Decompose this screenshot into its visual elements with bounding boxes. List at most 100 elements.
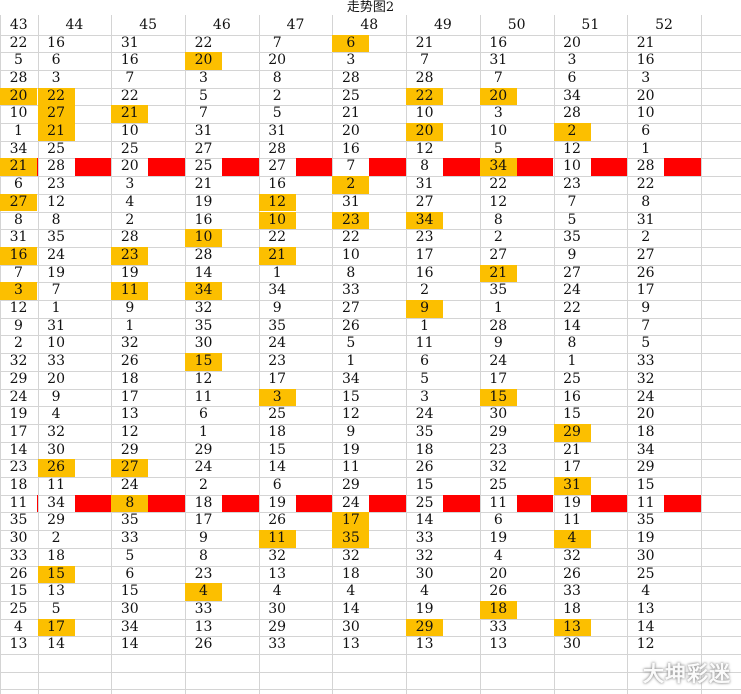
number-cell: 17 [37, 618, 75, 637]
number-cell: 31 [47, 317, 65, 334]
number-cell: 3 [51, 69, 61, 86]
separator-bar [664, 158, 701, 177]
number-cell: 19 [415, 600, 434, 617]
number-cell: 28 [47, 158, 65, 175]
number-cell: 20 [120, 158, 139, 175]
grid-line-horizontal [0, 423, 741, 425]
number-cell: 9 [272, 300, 282, 316]
number-cell: 27 [268, 158, 287, 175]
number-cell: 24 [489, 353, 508, 370]
number-cell: 16 [120, 52, 139, 69]
number-cell: 24 [268, 335, 287, 352]
number-cell: 3 [258, 388, 296, 407]
number-cell: 12 [489, 193, 508, 210]
column-header-46: 46 [212, 17, 231, 33]
number-cell: 1 [567, 353, 577, 370]
number-cell: 14 [47, 636, 65, 653]
number-cell: 17 [636, 282, 655, 299]
number-cell: 2 [641, 229, 651, 246]
number-cell: 12 [9, 300, 28, 316]
number-cell: 34 [479, 158, 517, 177]
number-cell: 4 [493, 547, 503, 564]
number-cell: 21 [479, 264, 517, 283]
separator-bar [443, 494, 480, 513]
number-cell: 13 [120, 406, 139, 423]
number-cell: 7 [14, 264, 23, 281]
number-cell: 15 [120, 583, 139, 600]
number-cell: 33 [194, 600, 213, 617]
number-cell: 16 [0, 246, 37, 265]
number-cell: 21 [341, 105, 360, 122]
number-cell: 15 [268, 441, 287, 458]
number-cell: 14 [120, 636, 139, 653]
number-cell: 3 [493, 105, 503, 122]
grid-line-horizontal [0, 547, 741, 549]
number-cell: 33 [636, 353, 655, 370]
number-cell: 5 [567, 211, 577, 228]
number-cell: 35 [563, 229, 581, 246]
number-cell: 4 [346, 583, 356, 600]
column-header-45: 45 [139, 17, 158, 33]
number-cell: 3 [346, 52, 356, 69]
number-cell: 35 [636, 512, 655, 529]
number-cell: 2 [332, 176, 370, 194]
number-cell: 34 [341, 370, 360, 387]
number-cell: 12 [415, 140, 434, 157]
number-cell: 12 [47, 193, 65, 210]
number-cell: 29 [47, 512, 65, 529]
number-cell: 15 [563, 406, 581, 423]
number-cell: 31 [341, 193, 360, 210]
number-cell: 26 [489, 583, 508, 600]
number-cell: 18 [120, 370, 139, 387]
number-cell: 9 [51, 388, 61, 405]
number-cell: 31 [268, 123, 287, 139]
number-cell: 32 [268, 547, 287, 564]
number-cell: 23 [489, 441, 508, 458]
number-cell: 5 [346, 335, 356, 352]
number-cell: 7 [199, 105, 208, 122]
number-cell: 1 [51, 300, 61, 316]
number-cell: 26 [341, 317, 360, 334]
separator-bar [148, 158, 185, 177]
grid-line-horizontal [0, 87, 741, 89]
number-cell: 31 [489, 52, 508, 69]
number-cell: 26 [9, 565, 28, 582]
grid-line-horizontal [0, 477, 741, 478]
number-cell: 25 [636, 565, 655, 582]
number-cell: 13 [9, 636, 28, 653]
number-cell: 6 [641, 123, 651, 139]
number-cell: 33 [120, 530, 139, 547]
number-cell: 9 [567, 246, 577, 263]
number-cell: 12 [194, 370, 213, 387]
grid-line-vertical [111, 15, 113, 694]
grid-line-horizontal [0, 300, 741, 301]
number-cell: 25 [194, 158, 213, 175]
grid-line-horizontal [0, 264, 741, 266]
number-cell: 32 [415, 547, 434, 564]
number-cell: 28 [268, 140, 287, 157]
number-cell: 26 [563, 565, 581, 582]
number-cell: 11 [563, 512, 581, 529]
separator-bar [516, 494, 554, 513]
number-cell: 22 [636, 176, 655, 193]
number-cell: 2 [199, 477, 208, 493]
number-cell: 16 [194, 211, 213, 228]
number-cell: 3 [125, 176, 135, 193]
number-cell: 22 [120, 87, 139, 104]
number-cell: 3 [641, 69, 651, 86]
grid-line-horizontal [0, 229, 741, 231]
number-cell: 19 [120, 264, 139, 281]
grid-line-horizontal [0, 388, 741, 390]
number-cell: 23 [415, 229, 434, 246]
number-cell: 33 [9, 547, 28, 564]
number-cell: 14 [415, 512, 434, 529]
number-cell: 17 [563, 459, 581, 476]
number-cell: 16 [268, 176, 287, 193]
number-cell: 20 [47, 370, 65, 387]
number-cell: 14 [268, 459, 287, 476]
number-cell: 1 [420, 317, 430, 334]
number-cell: 9 [406, 300, 444, 318]
number-cell: 14 [194, 264, 213, 281]
number-cell: 34 [9, 140, 28, 157]
number-cell: 24 [415, 406, 434, 423]
